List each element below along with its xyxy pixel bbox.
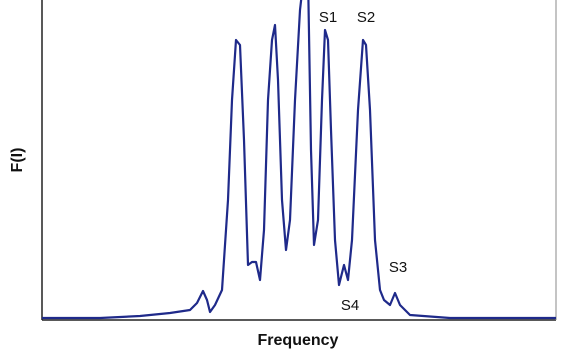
x-axis-label: Frequency bbox=[258, 332, 339, 349]
annotation: S2 bbox=[357, 9, 375, 26]
plot-area bbox=[42, 0, 556, 320]
annotation: S4 bbox=[341, 297, 359, 314]
y-axis-label: F(I) bbox=[9, 148, 26, 173]
annotation: S3 bbox=[389, 259, 407, 276]
annotation: S1 bbox=[319, 9, 337, 26]
line-series bbox=[42, 0, 556, 320]
